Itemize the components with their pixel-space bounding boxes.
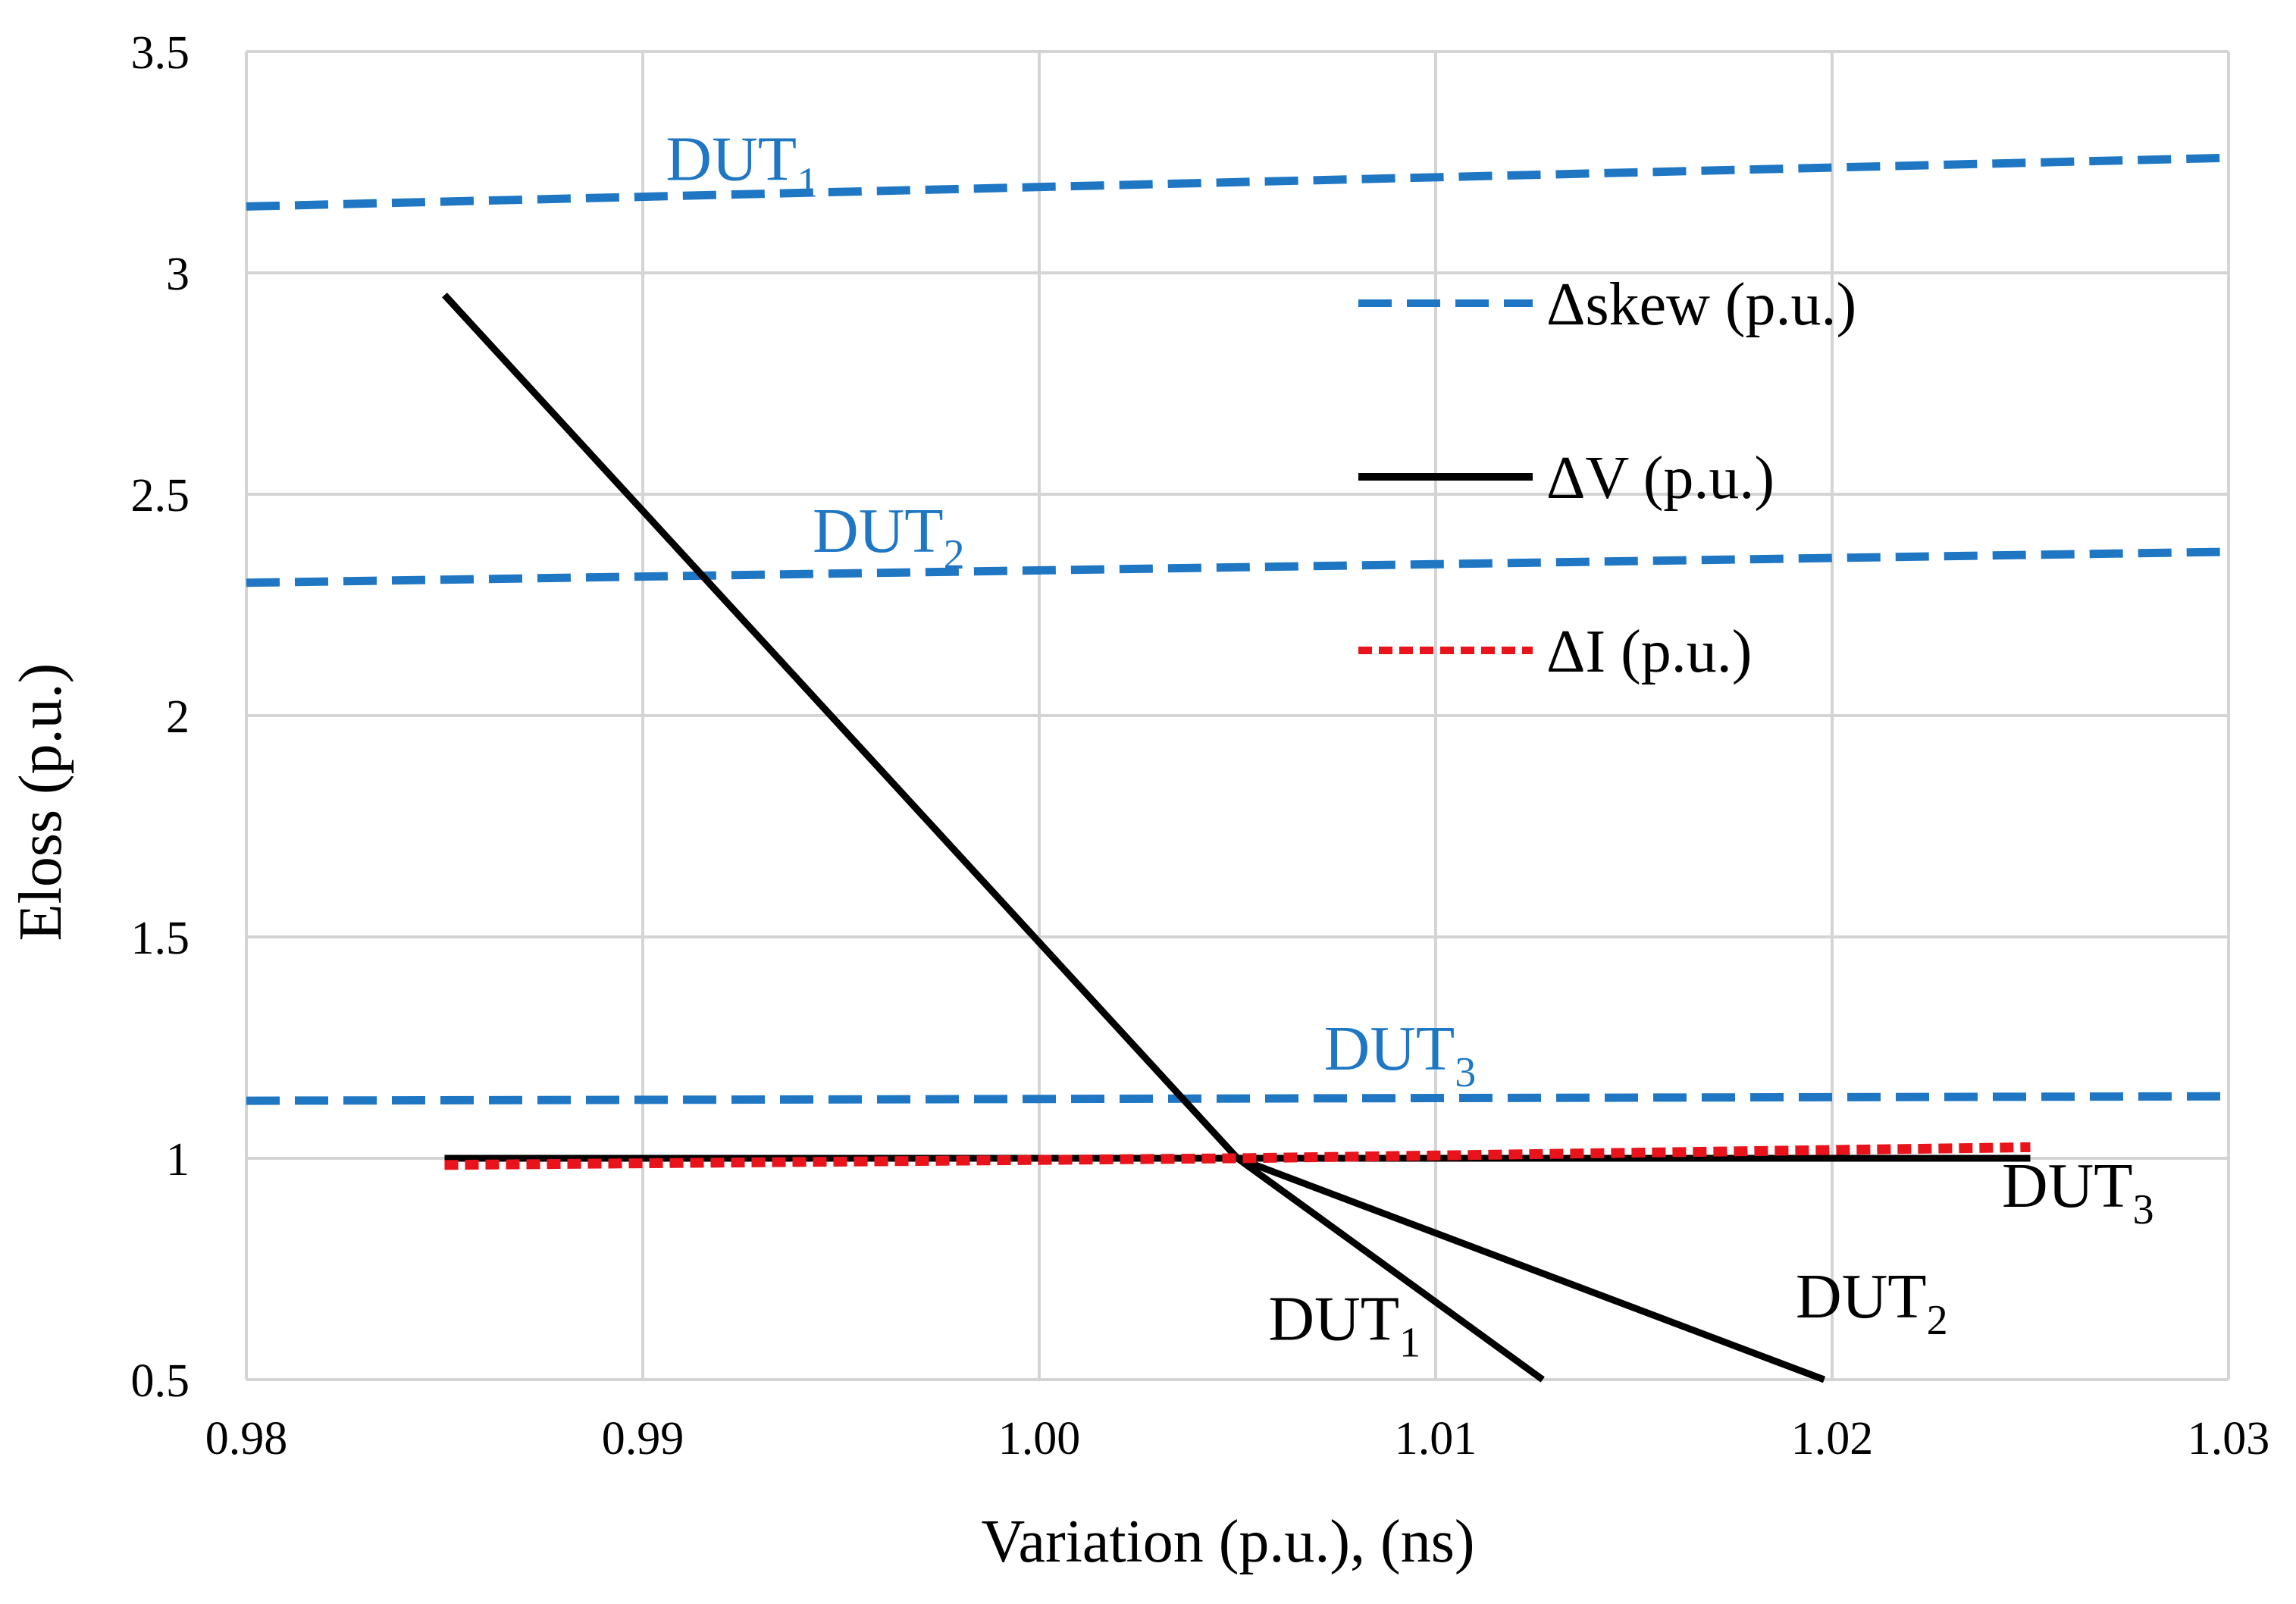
series-layer — [246, 153, 2229, 1383]
legend-label-skew: Δskew (p.u.) — [1546, 271, 1856, 338]
series-line--skew-dut2 — [246, 547, 2229, 587]
dut-label-black-2: DUT2 — [1796, 1261, 1948, 1344]
dut-label-black-1: DUT1 — [1268, 1283, 1421, 1366]
legend-label-i: ΔI (p.u.) — [1546, 619, 1752, 685]
y-tick-label: 3.5 — [131, 27, 190, 79]
y-tick-label: 1 — [166, 1134, 190, 1186]
dut-label-blue-2: DUT2 — [813, 496, 965, 578]
x-tick-label: 0.98 — [205, 1413, 288, 1465]
y-tick-label: 3 — [166, 249, 190, 300]
series-line--skew-dut3 — [246, 1092, 2229, 1105]
x-tick-label: 1.02 — [1791, 1413, 1874, 1465]
legend-label-v: ΔV (p.u.) — [1546, 445, 1774, 512]
x-tick-label: 1.01 — [1395, 1413, 1477, 1465]
series-line--i — [444, 1142, 2031, 1170]
x-tick-label: 1.00 — [998, 1413, 1081, 1465]
dut-label-black-3: DUT3 — [2002, 1151, 2154, 1233]
y-tick-label: 2 — [166, 691, 190, 743]
dut-label-blue-3: DUT3 — [1324, 1013, 1477, 1096]
annotations: DUT1 DUT2 DUT3 DUT1 DUT2 DUT3 — [666, 124, 2153, 1366]
y-tick-label: 1.5 — [131, 913, 190, 964]
x-tick-label: 0.99 — [602, 1413, 684, 1465]
series-line--v-dut1 — [442, 293, 1545, 1383]
dut-label-blue-1: DUT1 — [666, 124, 818, 206]
tick-labels: 0.98 0.99 1.00 1.01 1.02 1.03 0.5 1 1.5 2 2.5 3 3.5 — [131, 27, 2270, 1465]
y-tick-label: 0.5 — [131, 1355, 190, 1407]
y-axis-title: Eloss (p.u.) — [8, 663, 74, 941]
legend: Δskew (p.u.) ΔV (p.u.) ΔI (p.u.) — [1358, 271, 1856, 685]
series-line--skew-dut1 — [246, 153, 2229, 211]
x-tick-label: 1.03 — [2188, 1413, 2270, 1465]
gridlines — [245, 50, 2230, 1381]
y-tick-label: 2.5 — [131, 470, 190, 522]
x-axis-title: Variation (p.u.), (ns) — [982, 1508, 1475, 1575]
